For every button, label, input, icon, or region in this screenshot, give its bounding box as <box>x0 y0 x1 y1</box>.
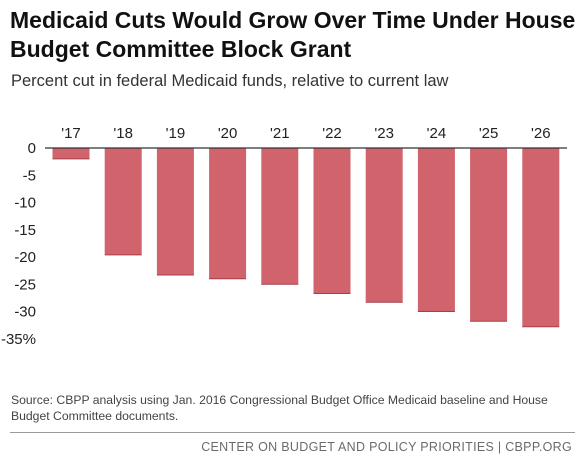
bar <box>52 148 90 159</box>
y-tick-label: -10 <box>14 195 36 212</box>
x-tick-label: '18 <box>113 125 133 142</box>
x-tick-label: '21 <box>270 125 290 142</box>
bars <box>52 148 560 328</box>
footer-divider <box>10 432 575 433</box>
y-tick-label: -30 <box>14 304 36 321</box>
bar <box>209 148 247 279</box>
bar <box>470 148 508 322</box>
y-tick-label: -5 <box>23 167 36 184</box>
y-axis: 0 -5 -10 -15 -20 -25 -30 -35% <box>1 140 36 348</box>
x-axis-labels: '17 '18 '19 '20 '21 '22 '23 '24 '25 '26 <box>61 125 550 142</box>
y-tick-label: 0 <box>28 140 36 157</box>
bar <box>156 148 194 275</box>
x-tick-label: '24 <box>427 125 447 142</box>
chart-subtitle: Percent cut in federal Medicaid funds, r… <box>11 72 449 90</box>
x-tick-label: '25 <box>479 125 499 142</box>
footer-credit: CENTER ON BUDGET AND POLICY PRIORITIES |… <box>201 440 572 454</box>
source-note: Source: CBPP analysis using Jan. 2016 Co… <box>11 393 548 423</box>
y-tick-label: -35% <box>1 331 36 348</box>
y-tick-label: -25 <box>14 276 36 293</box>
y-tick-label: -15 <box>14 222 36 239</box>
x-tick-label: '26 <box>531 125 551 142</box>
bar <box>104 148 142 255</box>
bar <box>365 148 403 303</box>
y-tick-label: -20 <box>14 249 36 266</box>
x-tick-label: '23 <box>374 125 394 142</box>
chart-title: Medicaid Cuts Would Grow Over Time Under… <box>10 7 576 62</box>
bar <box>522 148 560 327</box>
x-tick-label: '19 <box>166 125 186 142</box>
x-tick-label: '20 <box>218 125 238 142</box>
bar <box>417 148 455 312</box>
x-tick-label: '22 <box>322 125 342 142</box>
bar-chart: 0 -5 -10 -15 -20 -25 -30 -35% '17 '18 '19 '20 '21 '2… <box>1 125 567 348</box>
bar <box>261 148 299 285</box>
bar <box>313 148 351 294</box>
x-tick-label: '17 <box>61 125 81 142</box>
